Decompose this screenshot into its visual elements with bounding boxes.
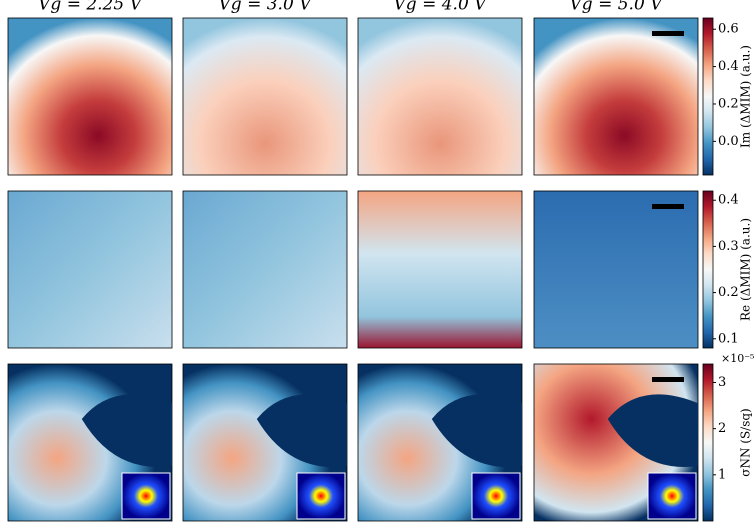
colorbar-tick-label: 0.4 xyxy=(718,193,739,208)
column-title: Vg = 5.0 V xyxy=(570,0,665,15)
colorbar-tick-label: 0.3 xyxy=(718,239,739,254)
fft-inset xyxy=(648,473,696,519)
heatmap-panel xyxy=(183,191,347,348)
column-title: Vg = 3.0 V xyxy=(219,0,314,15)
colorbar-tick-label: 0.1 xyxy=(718,331,739,346)
column-title: Vg = 4.0 V xyxy=(394,0,489,15)
heatmap-panel xyxy=(534,191,698,348)
colorbar-tick-label: 1 xyxy=(718,467,726,482)
fft-inset xyxy=(297,473,345,519)
fft-inset xyxy=(472,473,520,519)
page: Vg = 2.25 V Vg = 3.0 V Vg = 4.0 V Vg = 5.0 … xyxy=(0,0,756,527)
column-title: Vg = 2.25 V xyxy=(38,0,143,15)
colorbar-tick-label: 0.6 xyxy=(718,22,739,37)
heatmap-panel xyxy=(183,18,347,175)
colorbar-offset: ×10⁻⁵ xyxy=(721,352,754,365)
figure: Vg = 2.25 V Vg = 3.0 V Vg = 4.0 V Vg = 5.0 … xyxy=(0,0,756,527)
heatmap-panel xyxy=(358,18,522,175)
scale-bar xyxy=(652,204,684,209)
heatmap-panel xyxy=(534,18,698,175)
colorbar-label: Re (ΔMIM) (a.u.) xyxy=(739,218,753,321)
colorbar-tick-label: 0.2 xyxy=(718,96,739,111)
colorbar-tick-label: 2 xyxy=(718,421,726,436)
colorbar xyxy=(703,364,713,521)
colorbar-tick-label: 0.4 xyxy=(718,59,739,74)
colorbar xyxy=(703,18,713,175)
scale-bar xyxy=(652,31,684,36)
colorbar-tick-label: 0.2 xyxy=(718,285,739,300)
colorbar-tick-label: 3 xyxy=(718,375,726,390)
heatmap-panel xyxy=(358,191,522,348)
colorbar-tick-label: 0.0 xyxy=(718,134,739,149)
colorbar xyxy=(703,191,713,348)
heatmap-panel xyxy=(8,191,172,348)
colorbar-label: σNN (S/sq) xyxy=(739,408,753,476)
fft-inset xyxy=(122,473,170,519)
colorbar-label: Im (ΔMIM) (a.u.) xyxy=(739,45,753,148)
heatmap-panel xyxy=(8,18,172,175)
scale-bar xyxy=(652,377,684,382)
